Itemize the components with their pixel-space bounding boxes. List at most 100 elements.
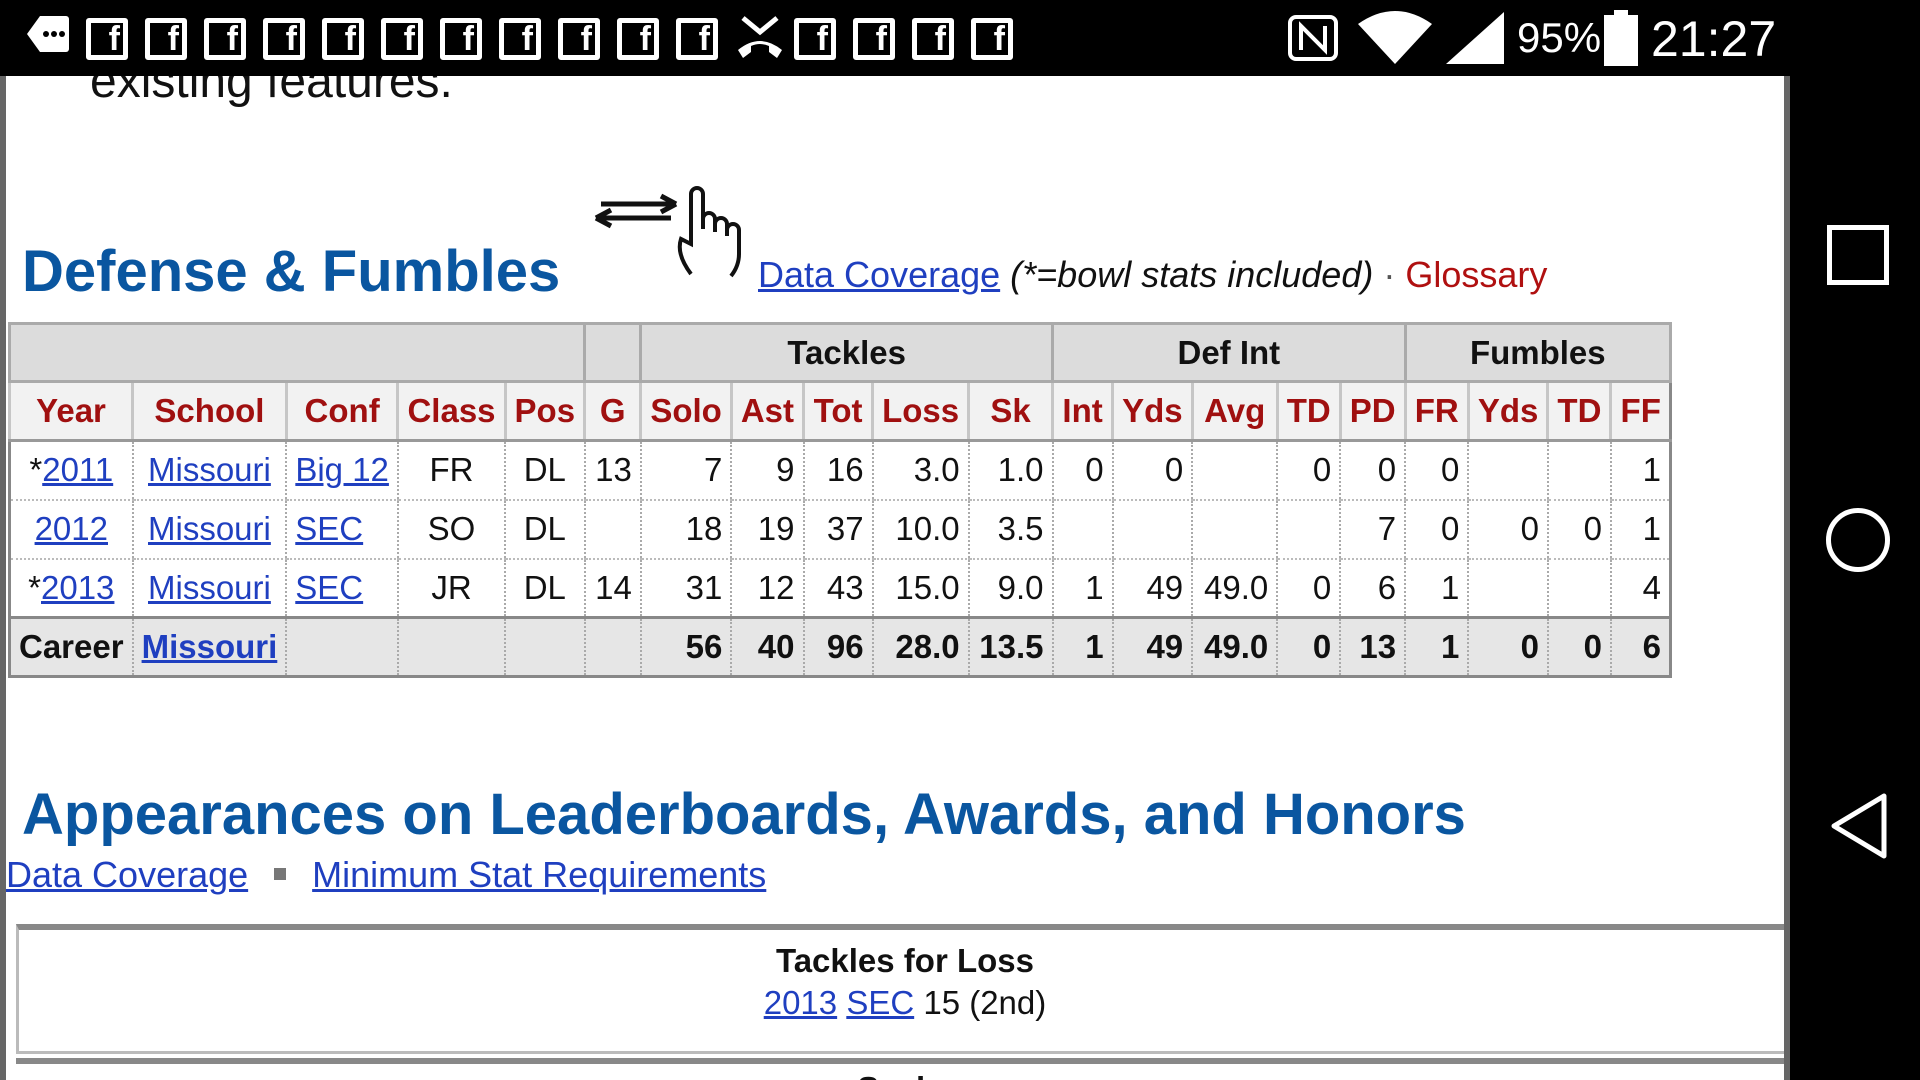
- more-notifications-icon: [27, 16, 69, 52]
- int-cell: 1: [1051, 558, 1113, 619]
- col-header-int[interactable]: Int: [1051, 381, 1113, 442]
- fum-yds-cell: 0: [1467, 616, 1548, 678]
- awards-links: Data Coverage Minimum Stat Requirements: [6, 854, 766, 896]
- group-header-fumbles: Fumbles: [1403, 322, 1673, 383]
- ff-cell: 6: [1609, 616, 1671, 678]
- pos-cell: DL: [504, 440, 585, 501]
- conf-link[interactable]: SEC: [295, 510, 364, 547]
- sk-cell: 9.0: [967, 558, 1053, 619]
- nfc-icon: [1288, 15, 1338, 61]
- awards-data-coverage-link[interactable]: Data Coverage: [6, 854, 249, 895]
- loss-cell: 15.0: [871, 558, 969, 619]
- fum-yds-cell: [1467, 558, 1548, 619]
- col-header-conf[interactable]: Conf: [284, 381, 398, 442]
- group-header-blank: [583, 322, 643, 383]
- facebook-icon: [499, 18, 541, 60]
- school-link[interactable]: Missouri: [148, 510, 271, 547]
- col-header-ast[interactable]: Ast: [729, 381, 804, 442]
- pd-cell: 6: [1339, 558, 1406, 619]
- class-cell: SO: [396, 499, 506, 560]
- school-link[interactable]: Missouri: [148, 568, 271, 606]
- int-cell: 1: [1051, 616, 1113, 678]
- col-header-loss[interactable]: Loss: [871, 381, 969, 442]
- glossary-link[interactable]: Glossary: [1405, 254, 1548, 295]
- sk-cell: 13.5: [967, 616, 1053, 678]
- pd-cell: 7: [1339, 499, 1406, 560]
- ff-cell: 1: [1609, 499, 1671, 560]
- facebook-icon: [676, 18, 718, 60]
- pos-cell: DL: [504, 558, 585, 619]
- school-cell: Missouri: [131, 616, 287, 678]
- col-header-pos[interactable]: Pos: [503, 381, 585, 442]
- facebook-icon: [912, 18, 954, 60]
- facebook-icon: [322, 18, 364, 60]
- col-header-solo[interactable]: Solo: [639, 381, 732, 442]
- col-header-int-td[interactable]: TD: [1275, 381, 1341, 442]
- col-header-class[interactable]: Class: [396, 381, 506, 442]
- bowl-note: (*=bowl stats included): [1010, 254, 1374, 295]
- square-bullet-icon: [274, 868, 287, 881]
- school-link[interactable]: Missouri: [148, 451, 271, 489]
- home-button[interactable]: [1826, 508, 1890, 572]
- ast-cell: 40: [730, 616, 804, 678]
- col-header-tot[interactable]: Tot: [802, 381, 873, 442]
- tot-cell: 37: [802, 499, 873, 560]
- career-school-link[interactable]: Missouri: [141, 628, 278, 665]
- fum-td-cell: 0: [1546, 499, 1611, 560]
- career-label: Career: [8, 616, 133, 678]
- g-cell: [583, 499, 641, 560]
- conf-cell: Big 12: [285, 440, 398, 501]
- facebook-icon: [440, 18, 482, 60]
- fr-cell: 1: [1404, 558, 1469, 619]
- facebook-icon: [263, 18, 305, 60]
- loss-cell: 28.0: [871, 616, 969, 678]
- loss-cell: 10.0: [871, 499, 969, 560]
- ff-cell: 1: [1609, 440, 1671, 501]
- year-link[interactable]: 2013: [41, 568, 115, 606]
- data-coverage-link[interactable]: Data Coverage: [758, 254, 1001, 295]
- table-row: *2011 Missouri Big 12 FR DL 13 7 9 16 3.…: [8, 440, 1671, 501]
- table-row: 2012 Missouri SEC SO DL 18 19 37 10.0 3.…: [8, 499, 1671, 560]
- col-header-avg[interactable]: Avg: [1190, 381, 1278, 442]
- col-header-year[interactable]: Year: [7, 381, 133, 442]
- col-header-int-yds[interactable]: Yds: [1111, 381, 1193, 442]
- int-yds-cell: 49: [1111, 558, 1193, 619]
- recent-apps-button[interactable]: [1827, 225, 1889, 285]
- min-stat-requirements-link[interactable]: Minimum Stat Requirements: [312, 854, 767, 895]
- empty-cell: [504, 616, 585, 678]
- award-year-link[interactable]: 2013: [763, 984, 838, 1021]
- table-row: *2013 Missouri SEC JR DL 14 31 12 43 15.…: [8, 558, 1671, 619]
- col-header-fr[interactable]: FR: [1403, 381, 1469, 442]
- year-cell: 2012: [8, 499, 133, 560]
- bowl-star: *: [29, 451, 43, 489]
- col-header-pd[interactable]: PD: [1338, 381, 1406, 442]
- avg-cell: [1191, 499, 1278, 560]
- year-link[interactable]: 2012: [34, 510, 108, 547]
- back-button[interactable]: [1828, 792, 1890, 860]
- col-header-g[interactable]: G: [583, 381, 641, 442]
- award-box2-title: Sacks: [16, 1070, 1784, 1080]
- fum-yds-cell: 0: [1467, 499, 1548, 560]
- col-header-fum-td[interactable]: TD: [1546, 381, 1611, 442]
- col-header-ff[interactable]: FF: [1609, 381, 1671, 442]
- facebook-icon: [381, 18, 423, 60]
- conf-link[interactable]: Big 12: [295, 451, 389, 489]
- award-conf-link[interactable]: SEC: [846, 984, 915, 1021]
- int-yds-cell: 49: [1111, 616, 1193, 678]
- facebook-icon: [853, 18, 895, 60]
- swipe-hand-icon: [594, 186, 741, 278]
- col-header-sk[interactable]: Sk: [967, 381, 1053, 442]
- cell-signal-icon: [1446, 12, 1504, 64]
- class-cell: FR: [396, 440, 506, 501]
- column-header-row: Year School Conf Class Pos G Solo Ast To…: [7, 381, 1671, 442]
- facebook-icon: [558, 18, 600, 60]
- int-cell: 0: [1051, 440, 1113, 501]
- group-header-def-int: Def Int: [1051, 322, 1407, 383]
- conf-link[interactable]: SEC: [295, 568, 364, 606]
- loss-cell: 3.0: [871, 440, 969, 501]
- battery-icon: [1604, 10, 1638, 66]
- year-link[interactable]: 2011: [42, 451, 114, 489]
- col-header-school[interactable]: School: [131, 381, 287, 442]
- ast-cell: 12: [730, 558, 804, 619]
- col-header-fum-yds[interactable]: Yds: [1466, 381, 1548, 442]
